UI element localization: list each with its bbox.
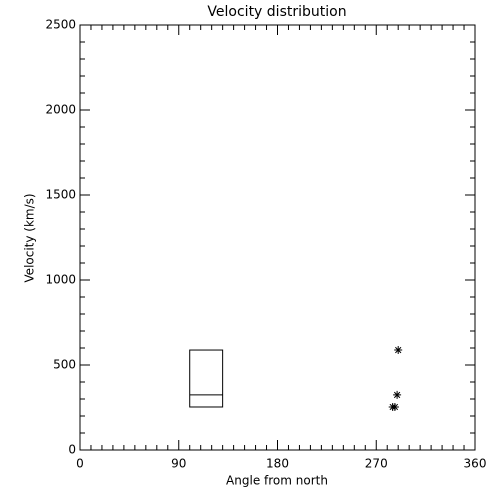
point [394, 346, 403, 355]
y-tick-label: 2500 [45, 18, 76, 32]
y-tick-label: 2000 [45, 103, 76, 117]
y-tick-label: 500 [53, 358, 76, 372]
x-tick-label: 180 [266, 457, 289, 471]
box [189, 349, 224, 408]
x-tick-label: 0 [76, 457, 84, 471]
y-axis-label: Velocity (km/s) [23, 193, 37, 282]
point [390, 402, 399, 411]
chart-title: Velocity distribution [207, 4, 346, 20]
x-tick-label: 360 [464, 457, 487, 471]
x-axis-label: Angle from north [226, 474, 328, 488]
x-tick-label: 270 [365, 457, 388, 471]
x-tick-label: 90 [171, 457, 186, 471]
y-tick-label: 1000 [45, 273, 76, 287]
point [393, 390, 402, 399]
y-tick-label: 0 [68, 443, 76, 457]
y-tick-label: 1500 [45, 188, 76, 202]
